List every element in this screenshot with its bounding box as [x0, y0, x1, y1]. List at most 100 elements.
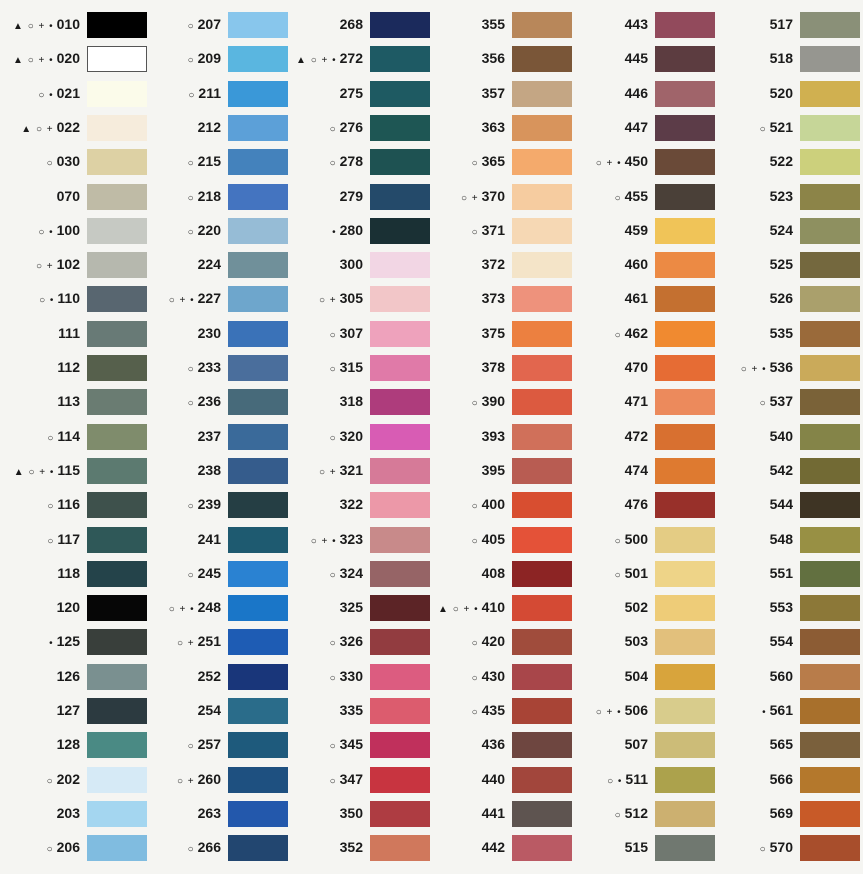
color-label: ○ 570: [760, 839, 793, 855]
color-entry: 224: [148, 252, 288, 279]
color-code: 352: [339, 839, 363, 856]
color-entry: ○ 236: [148, 389, 288, 416]
color-swatch: [800, 423, 860, 450]
color-entry: ▲ ○ + • 115: [7, 457, 147, 485]
color-entry: 350: [290, 800, 430, 828]
color-entry: 128: [7, 732, 147, 759]
color-code: 239: [197, 496, 221, 513]
color-label: 551: [770, 565, 793, 581]
color-swatch: [655, 766, 715, 793]
color-label: ○ • 511: [607, 771, 648, 787]
color-swatch: [512, 12, 572, 38]
color-label: ○ +370: [461, 188, 505, 204]
color-code: 561: [769, 702, 793, 718]
availability-marks: ○: [759, 844, 767, 856]
color-entry: ○ + • 323: [290, 526, 430, 554]
color-label: ○ 239: [188, 496, 221, 512]
color-swatch: [512, 252, 572, 279]
color-code: 535: [769, 324, 793, 341]
color-code: 363: [481, 118, 505, 135]
availability-marks: ○: [46, 775, 54, 787]
color-swatch: [512, 526, 572, 553]
color-swatch: [370, 252, 430, 279]
color-entry: 275: [290, 80, 430, 108]
color-code: 523: [769, 187, 793, 204]
color-entry: ○ 233: [148, 355, 288, 382]
color-code: 442: [481, 839, 505, 856]
color-swatch: [512, 320, 572, 347]
color-label: 566: [770, 771, 793, 787]
color-entry: 548: [720, 526, 860, 554]
color-label: 357: [482, 85, 505, 101]
color-swatch: [228, 355, 288, 381]
color-swatch: [800, 114, 860, 141]
color-swatch: [228, 12, 288, 38]
color-swatch: [370, 800, 430, 827]
color-swatch: [228, 835, 288, 862]
color-code: 030: [56, 153, 80, 170]
color-code: 450: [624, 153, 648, 170]
availability-marks: ○ + •: [310, 535, 337, 547]
color-label: 520: [770, 85, 793, 101]
color-swatch: [87, 286, 147, 313]
color-label: ○ • 021: [38, 85, 80, 101]
color-code: 447: [624, 118, 648, 135]
color-entry: ○ 114: [7, 423, 147, 451]
color-label: 447: [625, 119, 648, 135]
color-code: 501: [624, 564, 648, 581]
color-code: 330: [339, 667, 363, 684]
color-entry: 540: [720, 423, 860, 451]
color-label: 518: [770, 50, 793, 66]
color-swatch: [87, 355, 147, 381]
color-code: 278: [339, 153, 363, 170]
color-code: 126: [56, 667, 80, 684]
color-label: ○ 537: [760, 393, 793, 409]
availability-marks: ▲ ○ + •: [13, 21, 54, 32]
availability-marks: ▲ ○ +: [21, 123, 54, 135]
color-entry: 442: [432, 835, 572, 862]
color-code: 455: [624, 187, 648, 204]
color-code: 021: [56, 84, 80, 101]
color-entry: 268: [290, 12, 430, 39]
color-entry: 472: [575, 423, 715, 451]
color-entry: 447: [575, 114, 715, 142]
color-swatch: [370, 423, 430, 450]
availability-marks: ○: [329, 672, 337, 684]
availability-marks: •: [332, 226, 337, 238]
color-label: 252: [198, 668, 221, 684]
color-label: 112: [57, 359, 80, 375]
availability-marks: ○ •: [38, 89, 54, 101]
color-label: ○ + • 323: [311, 531, 363, 547]
color-code: 500: [624, 530, 648, 547]
color-entry: 443: [575, 12, 715, 39]
color-label: 118: [57, 565, 80, 581]
color-swatch: [370, 286, 430, 313]
color-entry: 566: [720, 766, 860, 794]
color-swatch: [87, 698, 147, 724]
color-label: ○ 030: [47, 153, 80, 169]
color-label: ○ 266: [188, 839, 221, 855]
availability-marks: ○ + •: [168, 295, 195, 307]
color-label: 544: [770, 496, 793, 512]
color-entry: ○ 326: [290, 629, 430, 656]
color-entry: 524: [720, 217, 860, 245]
color-code: 445: [624, 50, 648, 67]
color-swatch: [655, 800, 715, 827]
color-code: 022: [56, 118, 80, 135]
color-entry: 322: [290, 492, 430, 519]
color-swatch: [800, 46, 860, 73]
color-swatch: [800, 80, 860, 107]
availability-marks: ○: [471, 158, 479, 170]
color-swatch: [800, 732, 860, 759]
color-code: 474: [624, 461, 648, 478]
color-code: 345: [339, 736, 363, 753]
color-entry: ○ 215: [148, 149, 288, 176]
color-entry: ○ + • 248: [148, 595, 288, 622]
color-code: 324: [339, 564, 363, 581]
color-label: ○ +102: [36, 256, 80, 272]
color-code: 275: [339, 84, 363, 101]
availability-marks: ○ + •: [168, 604, 195, 616]
color-swatch: [655, 12, 715, 38]
color-swatch: [228, 492, 288, 519]
color-entry: ○ 345: [290, 732, 430, 759]
